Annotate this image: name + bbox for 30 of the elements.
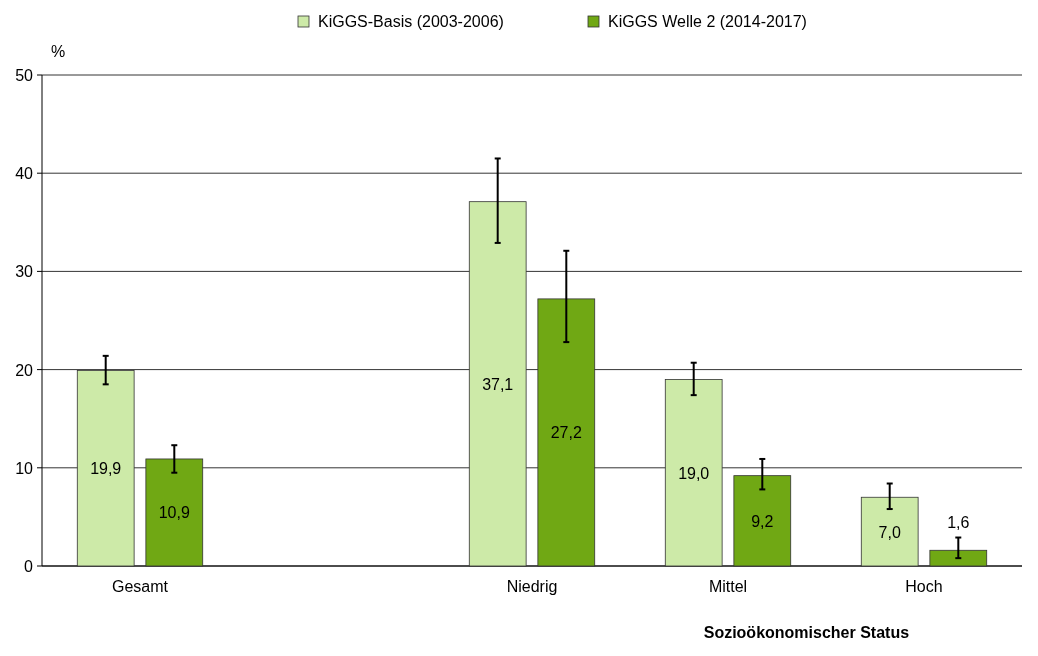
- data-label: 9,2: [751, 512, 774, 530]
- bar: [860, 496, 919, 567]
- x-tick-label: Gesamt: [111, 578, 169, 595]
- bar: [664, 379, 723, 567]
- data-label: 37,1: [482, 375, 514, 393]
- data-label: 7,0: [878, 523, 901, 541]
- bar: [145, 458, 204, 567]
- y-tick-label: 10: [15, 459, 34, 477]
- y-tick-label: 40: [15, 165, 34, 183]
- bar: [929, 549, 988, 567]
- x-axis-title: Sozioökonomischer Status: [703, 624, 910, 641]
- y-tick-label: 30: [15, 263, 34, 281]
- bar: [537, 298, 596, 567]
- x-tick-label: Mittel: [708, 578, 748, 595]
- data-label: 19,0: [678, 464, 710, 482]
- y-axis-title: %: [50, 43, 66, 60]
- bar: [76, 370, 135, 567]
- y-tick-label: 0: [24, 558, 34, 575]
- data-label: 1,6: [947, 513, 970, 531]
- bar: [733, 475, 792, 567]
- data-label: 19,9: [90, 460, 122, 478]
- y-tick-label: 20: [15, 361, 34, 379]
- legend-label: KiGGS-Basis (2003-2006): [318, 13, 504, 30]
- y-tick-label: 50: [15, 67, 34, 84]
- x-tick-label: Niedrig: [506, 578, 558, 595]
- data-label: 27,2: [550, 424, 582, 442]
- data-label: 10,9: [158, 504, 190, 522]
- bar: [468, 201, 527, 567]
- legend-label: KiGGS Welle 2 (2014-2017): [608, 13, 807, 30]
- x-tick-label: Hoch: [905, 578, 943, 595]
